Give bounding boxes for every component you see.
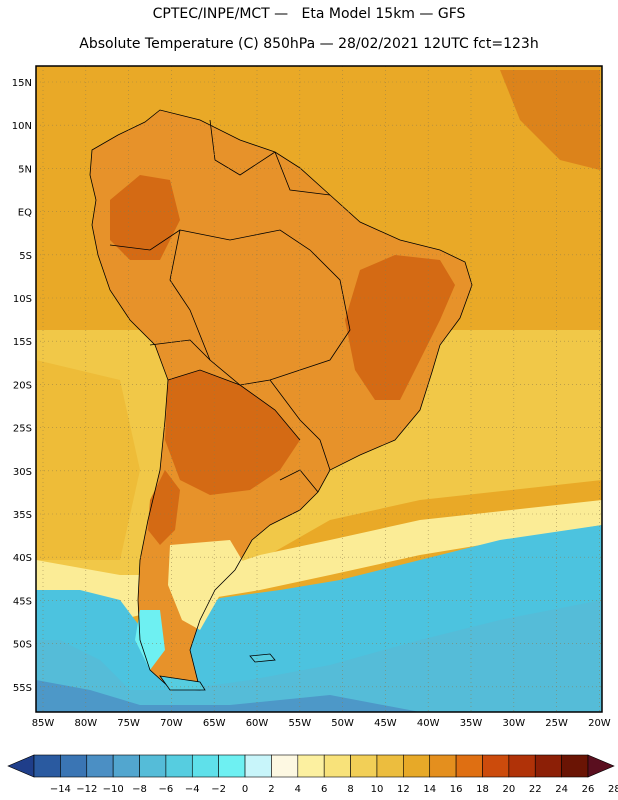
country-borders [89,109,473,691]
latitude-labels: 15N 10N 5N EQ 5S 10S 15S 20S 25S 30S 35S 40S 45S 50S 5… [12,78,32,694]
lon-label-25W: 25W [545,718,568,729]
lon-label-70W: 70W [160,718,183,729]
colorbar-label: 10 [371,784,384,795]
lon-label-50W: 50W [331,718,354,729]
lat-label-15S: 15S [13,337,32,348]
colorbar-label: 28 [608,784,618,795]
temperature-field [36,66,602,712]
lon-label-20W: 20W [588,718,611,729]
colorbar-label: 18 [476,784,489,795]
colorbar-swatch [218,754,246,778]
colder-ocean-field [36,600,602,712]
colorbar-swatch [191,754,219,778]
colorbar-swatch [33,754,61,778]
colorbar-swatch [60,754,88,778]
lon-label-85W: 85W [32,718,55,729]
colorbar-label: 4 [295,784,301,795]
lat-label-5S: 5S [19,251,32,262]
lon-label-75W: 75W [117,718,140,729]
colorbar-label: 20 [502,784,515,795]
lat-label-10N: 10N [12,121,32,132]
colorbar-swatch [244,754,272,778]
lon-label-30W: 30W [502,718,525,729]
hot-zone-andes [148,470,180,545]
colorbar-low-arrow [7,754,35,778]
cool-patagonia [168,540,245,630]
lon-label-40W: 40W [417,718,440,729]
lat-label-15N: 15N [12,78,32,89]
colorbar-swatch [429,754,457,778]
lon-label-45W: 45W [374,718,397,729]
colorbar-label: −10 [103,784,124,795]
lat-label-20S: 20S [13,380,32,391]
colorbar-label: −14 [50,784,71,795]
colorbar-label: 12 [397,784,410,795]
lat-label-EQ: EQ [18,208,32,219]
colorbar-label: −8 [132,784,147,795]
colorbar-swatch [139,754,167,778]
colorbar-swatch [323,754,351,778]
colorbar-swatch [271,754,299,778]
colorbar-label: −4 [185,784,200,795]
colorbar-swatch [86,754,114,778]
colorbar-label: 8 [347,784,353,795]
hot-zone-north [110,175,180,260]
lon-label-80W: 80W [74,718,97,729]
cold-tip [135,610,165,670]
coldest-ocean-field [36,680,420,712]
colorbar-label: 14 [423,784,436,795]
hot-zone-brazil [345,255,455,400]
colorbar-swatch [561,754,589,778]
colorbar-label: 0 [242,784,248,795]
colorbar-label: 16 [450,784,463,795]
lon-label-55W: 55W [288,718,311,729]
lat-label-40S: 40S [13,553,32,564]
colorbar-high-arrow [587,754,615,778]
lat-label-45S: 45S [13,596,32,607]
pacific-band [36,360,140,560]
colorbar-swatch [297,754,325,778]
hot-zone-atlantic [500,70,600,170]
lat-label-5N: 5N [18,164,32,175]
title-line-1: CPTEC/INPE/MCT — Eta Model 15km — GFS [152,6,466,22]
lon-label-65W: 65W [203,718,226,729]
lat-label-30S: 30S [13,467,32,478]
colorbar-label: 6 [321,784,327,795]
colorbar-labels: −14 −12 −10 −8 −6 −4 −2 0 2 4 6 8 10 12 14 16 18 20 22 24 26… [50,784,618,795]
colorbar-swatch [165,754,193,778]
longitude-labels: 85W 80W 75W 70W 65W 60W 55W 50W 45W 40W 35W 30W 25W 2… [32,718,611,729]
colorbar-swatch [403,754,431,778]
lat-label-10S: 10S [13,294,32,305]
lon-label-60W: 60W [246,718,269,729]
colorbar-label: 22 [529,784,542,795]
lon-label-35W: 35W [460,718,483,729]
title-line-2: Absolute Temperature (C) 850hPa — 28/02/… [79,36,539,52]
colorbar-label: 26 [582,784,595,795]
lat-label-55S: 55S [13,683,32,694]
colorbar-swatch [455,754,483,778]
lat-label-25S: 25S [13,424,32,435]
colorbar-swatch [376,754,404,778]
colorbar-label: 24 [555,784,568,795]
colorbar-swatch [112,754,140,778]
colorbar-swatch [534,754,562,778]
colorbar-label: −2 [211,784,226,795]
lat-label-50S: 50S [13,640,32,651]
colorbar [7,754,615,778]
colorbar-swatch [508,754,536,778]
malvinas-islands [249,653,276,663]
colorbar-swatch [350,754,378,778]
map-frame [35,65,603,713]
colorbar-label: −6 [159,784,174,795]
colorbar-label: −12 [76,784,97,795]
colorbar-label: 2 [268,784,274,795]
lat-label-35S: 35S [13,510,32,521]
colorbar-swatch [482,754,510,778]
hot-zone-chaco [165,370,300,495]
